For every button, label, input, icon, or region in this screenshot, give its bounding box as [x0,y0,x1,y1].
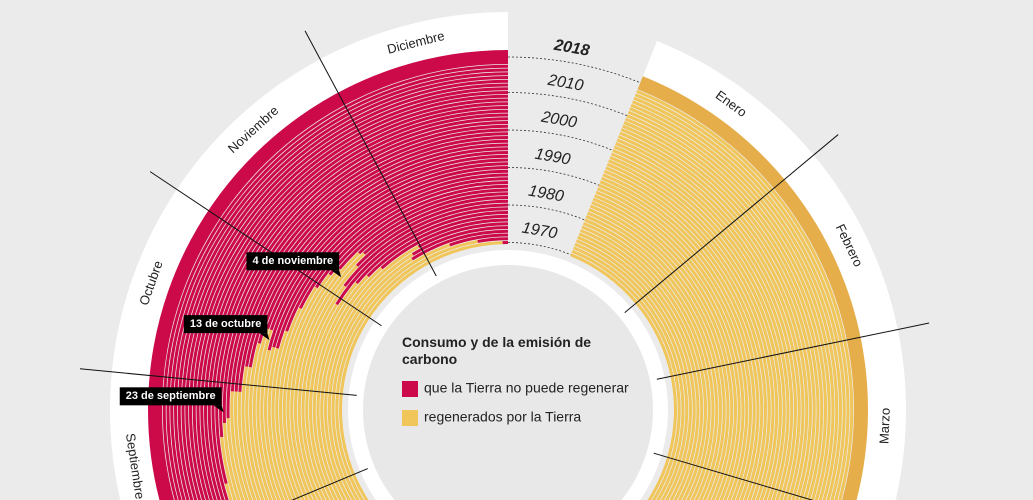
ring-overshoot [411,229,508,261]
legend-swatch [402,410,418,426]
legend-title-line: carbono [402,351,457,367]
legend-label: que la Tierra no puede regenerar [424,380,629,396]
year-gridline [507,204,585,221]
month-divider [149,171,382,327]
annotation-pointer [331,270,342,278]
ring-overshoot [315,181,508,289]
ring-overshoot [477,237,508,243]
year-gridline [507,129,614,151]
annotation: 13 de octubre [183,315,270,341]
annotation-pointer [213,405,224,413]
year-label: 2010 [546,72,585,95]
month-divider [653,452,814,500]
year-gridline [507,56,641,84]
ring-overshoot [417,222,508,248]
month-divider [79,368,357,396]
annotation-label: 13 de octubre [190,318,262,330]
ring-regenerated [637,76,868,500]
year-label: 1990 [534,146,572,169]
ring-overshoot [335,207,508,306]
annotation-label: 23 de septiembre [126,390,216,402]
ring-overshoot [411,226,508,256]
ring-overshoot [257,151,508,344]
annotation-box [246,252,340,271]
legend-title-line: Consumo y de la emisión de [402,334,591,350]
legend-label: regenerados por la Tierra [424,409,581,425]
ring-overshoot [298,177,508,309]
legend-swatch [402,381,418,397]
year-label: 1980 [527,183,565,206]
year-label: 2000 [539,109,578,132]
year-gridline [507,242,571,256]
month-divider [304,30,437,277]
inner-disc [363,265,653,500]
month-divider [624,134,839,314]
annotation-pointer [259,333,270,341]
month-divider [656,322,930,380]
annotation-label: 4 de noviembre [252,255,333,267]
year-label: 1970 [521,220,559,243]
ring-overshoot [449,233,508,247]
year-gridline [507,167,599,186]
month-divider [291,468,368,500]
annotation: 4 de noviembre [246,252,342,278]
annotation-box [119,387,222,406]
legend-title: Consumo y de la emisión de carbono [402,334,591,367]
annotation: 23 de septiembre [119,387,224,413]
year-label: 2018 [552,37,591,60]
year-gridline [507,92,628,116]
ring-overshoot [502,241,508,245]
month-label: Marzo [876,408,893,445]
annotation-box [183,315,268,334]
